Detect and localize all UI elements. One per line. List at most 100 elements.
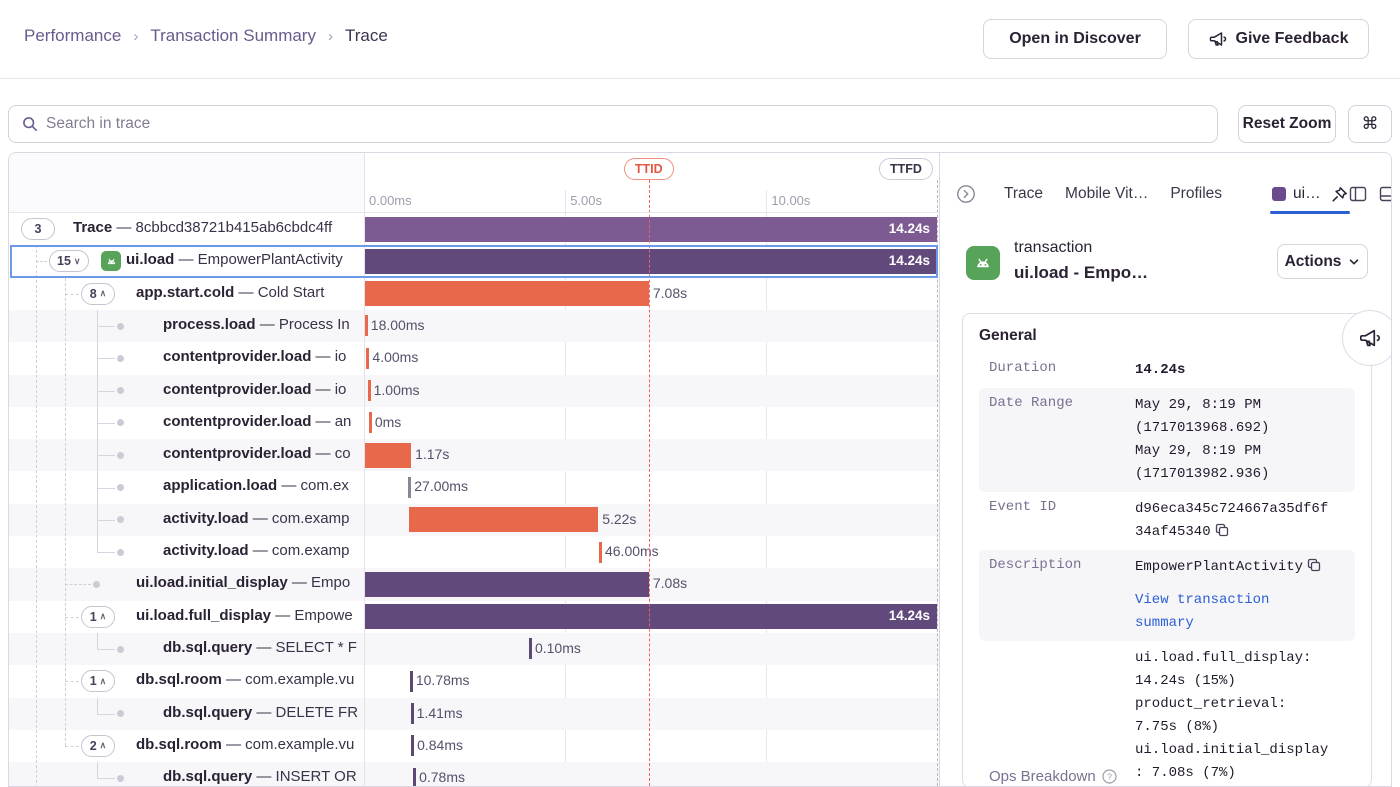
chevron-up-icon: ∧ [100, 288, 107, 299]
transaction-title: ui.load - Empo… [1014, 263, 1148, 283]
android-icon [966, 246, 1000, 280]
dock-left-icon[interactable] [1348, 184, 1368, 204]
span-count-pill[interactable]: 1∧ [81, 606, 115, 628]
search-input[interactable] [46, 115, 1217, 133]
chevron-up-icon: ∧ [100, 611, 107, 622]
detail-key: Duration [989, 359, 1135, 376]
view-transaction-summary-link[interactable]: View transaction summary [1135, 589, 1335, 635]
trace-row[interactable]: contentprovider.load — io1.00ms [9, 375, 939, 407]
breadcrumb-trace: Trace [345, 26, 388, 46]
actions-button[interactable]: Actions [1277, 244, 1368, 279]
span-label: db.sql.room — com.example.vu [136, 671, 937, 688]
detail-row: Date RangeMay 29, 8:19 PM(1717013968.692… [979, 388, 1355, 492]
layout-switcher [1348, 184, 1392, 204]
detail-key: Date Range [989, 394, 1135, 411]
detail-value: May 29, 8:19 PM(1717013968.692)May 29, 8… [1135, 394, 1335, 486]
transaction-kind-label: transaction [1014, 239, 1092, 257]
trace-row[interactable]: contentprovider.load — co1.17s [9, 439, 939, 471]
dock-bottom-icon[interactable] [1378, 184, 1392, 204]
span-label: ui.load — EmpowerPlantActivity [126, 251, 937, 268]
trace-row[interactable]: contentprovider.load — io4.00ms [9, 342, 939, 374]
span-label: activity.load — com.examp [163, 510, 937, 527]
give-feedback-button[interactable]: Give Feedback [1188, 19, 1369, 59]
pin-icon[interactable] [1331, 186, 1348, 203]
tab-ui-load-active[interactable]: ui… [1272, 177, 1348, 211]
detail-value: 14.24s [1135, 359, 1335, 382]
detail-key: Event ID [989, 498, 1135, 515]
tab-profiles[interactable]: Profiles [1170, 185, 1222, 203]
tab-mobile-vitals[interactable]: Mobile Vit… [1065, 185, 1148, 203]
trace-row[interactable]: 1∧ui.load.full_display — Empowe14.24s [9, 601, 939, 633]
card-heading: General [979, 327, 1355, 345]
tree-timeline-divider[interactable] [364, 153, 365, 787]
detail-row: Event IDd96eca345c724667a35df6f34af45340 [979, 492, 1355, 550]
command-shortcut-button[interactable]: ⌘ [1348, 105, 1392, 143]
span-count-pill[interactable]: 8∧ [81, 283, 115, 305]
drawer-tabbar: Trace Mobile Vit… Profiles ui… [940, 177, 1392, 211]
span-label: contentprovider.load — io [163, 381, 937, 398]
tab-trace[interactable]: Trace [1004, 185, 1043, 203]
span-label: contentprovider.load — co [163, 445, 937, 462]
chevron-right-icon: › [133, 28, 138, 45]
reset-zoom-button[interactable]: Reset Zoom [1238, 105, 1336, 143]
active-tab-underline [1270, 211, 1350, 214]
trace-row[interactable]: activity.load — com.examp5.22s [9, 504, 939, 536]
help-icon[interactable]: ? [1102, 769, 1117, 784]
span-label: db.sql.query — DELETE FR [163, 704, 937, 721]
span-label: db.sql.room — com.example.vu [136, 736, 937, 753]
trace-row[interactable]: db.sql.query — INSERT OR0.78ms [9, 762, 939, 787]
detail-value: EmpowerPlantActivityView transaction sum… [1135, 556, 1335, 635]
copy-icon[interactable] [1215, 523, 1229, 537]
chevron-down-icon [1348, 256, 1360, 268]
trace-row[interactable]: 15∨ui.load — EmpowerPlantActivity14.24s [9, 245, 939, 277]
detail-row: Ops Breakdown?ui.load.full_display: 14.2… [979, 641, 1355, 787]
span-label: db.sql.query — INSERT OR [163, 768, 937, 785]
trace-row[interactable]: ui.load.initial_display — Empo7.08s [9, 568, 939, 600]
trace-row[interactable]: process.load — Process In18.00ms [9, 310, 939, 342]
trace-row[interactable]: db.sql.query — SELECT * F0.10ms [9, 633, 939, 665]
trace-row[interactable]: 3Trace — 8cbbcd38721b415ab6cbdc4ff14.24s [9, 213, 939, 245]
trace-row[interactable]: 2∧db.sql.room — com.example.vu0.84ms [9, 730, 939, 762]
ttfd-marker-line [937, 180, 938, 786]
trace-drawer: Trace Mobile Vit… Profiles ui… [939, 153, 1392, 787]
chevron-up-icon: ∧ [100, 676, 107, 687]
span-label: application.load — com.ex [163, 477, 937, 494]
span-count-pill[interactable]: 3 [21, 218, 55, 240]
trace-row[interactable]: application.load — com.ex27.00ms [9, 471, 939, 503]
chevron-up-icon: ∧ [100, 740, 107, 751]
span-label: Trace — 8cbbcd38721b415ab6cbdc4ff [73, 219, 937, 236]
chevron-down-icon: ∨ [74, 256, 81, 267]
android-icon [101, 251, 121, 271]
span-count-pill[interactable]: 2∧ [81, 735, 115, 757]
megaphone-icon [1209, 30, 1227, 48]
span-label: ui.load.full_display — Empowe [136, 607, 937, 624]
feedback-fab-button[interactable] [1342, 310, 1392, 366]
chevron-right-icon: › [328, 28, 333, 45]
general-detail-card: General Duration14.24sDate RangeMay 29, … [962, 313, 1372, 787]
card-rows: Duration14.24sDate RangeMay 29, 8:19 PM(… [979, 353, 1355, 787]
header-divider [9, 212, 939, 213]
span-color-swatch [1272, 187, 1286, 201]
breadcrumb-transaction-summary[interactable]: Transaction Summary [150, 26, 316, 46]
trace-row[interactable]: 1∧db.sql.room — com.example.vu10.78ms [9, 665, 939, 697]
span-label: process.load — Process In [163, 316, 937, 333]
search-in-trace-box [8, 105, 1218, 143]
expand-drawer-icon[interactable] [956, 184, 976, 204]
trace-row[interactable]: db.sql.query — DELETE FR1.41ms [9, 698, 939, 730]
detail-row: DescriptionEmpowerPlantActivityView tran… [979, 550, 1355, 641]
trace-row[interactable]: contentprovider.load — an0ms [9, 407, 939, 439]
detail-row: Duration14.24s [979, 353, 1355, 388]
span-count-pill[interactable]: 1∧ [81, 670, 115, 692]
detail-key: Ops Breakdown? [989, 767, 1135, 785]
span-count-pill[interactable]: 15∨ [49, 250, 89, 272]
breadcrumb-performance[interactable]: Performance [24, 26, 121, 46]
detail-key: Description [989, 556, 1135, 573]
trace-row[interactable]: 8∧app.start.cold — Cold Start7.08s [9, 278, 939, 310]
span-label: contentprovider.load — an [163, 413, 937, 430]
span-label: activity.load — com.examp [163, 542, 937, 559]
open-in-discover-button[interactable]: Open in Discover [983, 19, 1167, 59]
detail-value: ui.load.full_display: 14.24s (15%)produc… [1135, 647, 1335, 785]
trace-row[interactable]: activity.load — com.examp46.00ms [9, 536, 939, 568]
copy-icon[interactable] [1307, 558, 1321, 572]
span-label: db.sql.query — SELECT * F [163, 639, 937, 656]
